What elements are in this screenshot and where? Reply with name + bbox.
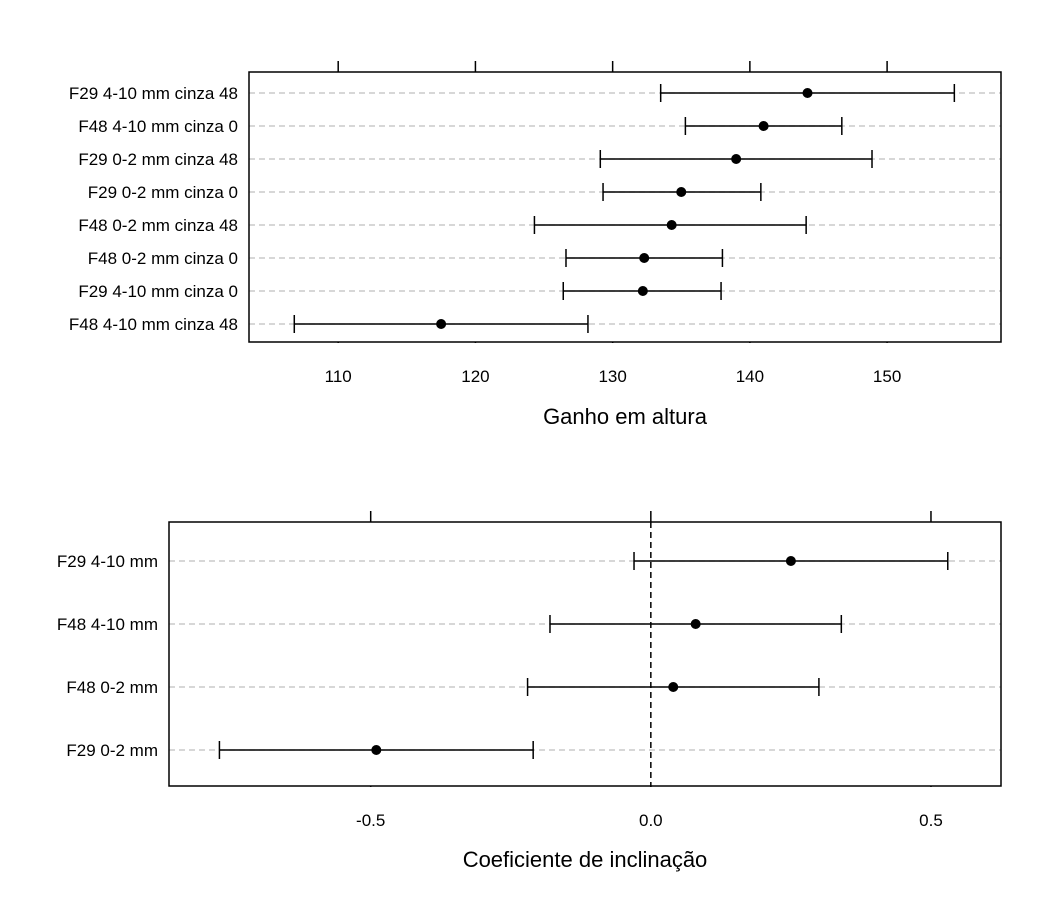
x-tick-label: 0.5 (919, 811, 943, 830)
x-tick-label: 140 (736, 367, 764, 386)
category-label: F29 0-2 mm cinza 48 (78, 150, 238, 169)
category-label: F29 0-2 mm (66, 741, 158, 760)
point-estimate (690, 619, 701, 629)
point-estimate (666, 220, 677, 230)
category-label: F29 4-10 mm cinza 48 (69, 84, 238, 103)
category-label: F29 4-10 mm (57, 552, 158, 571)
x-tick-label: 130 (598, 367, 626, 386)
x-tick-label: 150 (873, 367, 901, 386)
x-tick-label: 110 (325, 367, 352, 386)
category-label: F48 0-2 mm (66, 678, 158, 697)
point-estimate (668, 682, 679, 692)
point-estimate (758, 121, 769, 131)
x-tick-label: -0.5 (356, 811, 385, 830)
point-estimate (371, 745, 382, 755)
panel-frame (168, 521, 1002, 787)
x-axis-title: Ganho em altura (543, 404, 708, 429)
point-estimate (731, 154, 742, 164)
point-estimate (637, 286, 648, 296)
category-label: F48 0-2 mm cinza 0 (88, 249, 238, 268)
panel-ganho-em-altura: 110 120 130 140 150 Ganho em altura F29 4-10 m… (69, 61, 1002, 429)
category-label: F48 4-10 mm (57, 615, 158, 634)
category-label: F29 4-10 mm cinza 0 (78, 282, 238, 301)
x-tick-label: 120 (461, 367, 489, 386)
point-estimate (676, 187, 687, 197)
category-label: F29 0-2 mm cinza 0 (88, 183, 238, 202)
panel-frame (248, 71, 1002, 343)
category-label: F48 4-10 mm cinza 0 (78, 117, 238, 136)
x-tick-label: 0.0 (639, 811, 663, 830)
point-estimate (639, 253, 650, 263)
point-estimate (785, 556, 796, 566)
panel-coeficiente-de-inclinacao: -0.5 0.0 0.5 Coeficiente de inclinação F29 4… (57, 511, 1002, 872)
point-estimate (436, 319, 447, 329)
category-label: F48 0-2 mm cinza 48 (78, 216, 238, 235)
point-estimate (802, 88, 813, 98)
x-axis-title: Coeficiente de inclinação (463, 847, 708, 872)
category-label: F48 4-10 mm cinza 48 (69, 315, 238, 334)
